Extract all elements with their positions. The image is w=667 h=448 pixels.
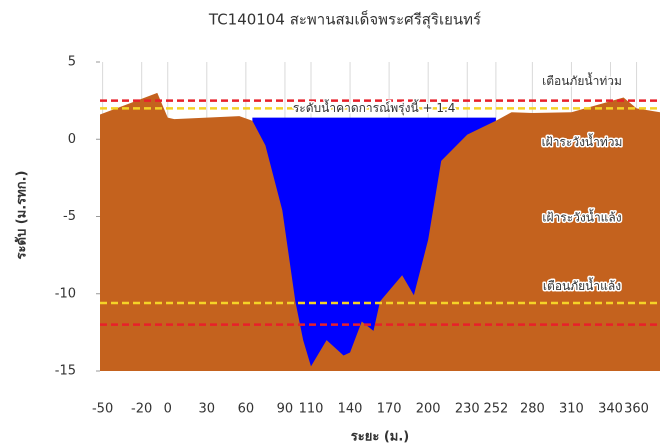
- y-tick-label: -5: [63, 209, 76, 224]
- y-tick-label: 0: [68, 132, 76, 147]
- annotation: ระดับน้ำคาดการณ์พรุ่งนี้ + 1.4: [293, 99, 456, 116]
- area: [100, 92, 660, 372]
- x-tick-label: 200: [416, 402, 441, 417]
- x-tick-label: 360: [624, 402, 649, 417]
- x-tick-label: 170: [377, 402, 402, 417]
- threshold-label: เฝ้าระวังน้ำแล้ง: [542, 209, 621, 225]
- x-tick-label: 0: [164, 402, 172, 417]
- x-tick-label: 140: [338, 402, 363, 417]
- x-tick-label: 252: [483, 402, 508, 417]
- x-axis-label: ระยะ (ม.): [351, 430, 409, 445]
- x-tick-label: 340: [598, 402, 623, 417]
- x-tick-label: 110: [299, 402, 324, 417]
- x-tick-label: -50: [92, 402, 113, 417]
- y-tick-label: 5: [68, 55, 76, 70]
- chart-title: TC140104 สะพานสมเด็จพระศรีสุริเยนทร์: [208, 10, 481, 30]
- x-tick-label: 310: [559, 402, 584, 417]
- x-tick-label: 90: [277, 402, 294, 417]
- y-tick-label: -10: [55, 286, 76, 301]
- y-axis-label: ระดับ (ม.รทก.): [15, 171, 30, 260]
- x-tick-label: 230: [455, 402, 480, 417]
- x-tick-label: 60: [238, 402, 255, 417]
- threshold-label: เตือนภัยน้ำท่วม: [542, 72, 622, 88]
- x-tick-label: 280: [520, 402, 545, 417]
- x-tick-label: -20: [131, 402, 152, 417]
- threshold-label: เตือนภัยน้ำแล้ง: [543, 277, 621, 293]
- threshold-label: เฝ้าระวังน้ำท่วม: [542, 133, 623, 149]
- x-tick-label: 30: [199, 402, 216, 417]
- y-tick-label: -15: [55, 364, 76, 379]
